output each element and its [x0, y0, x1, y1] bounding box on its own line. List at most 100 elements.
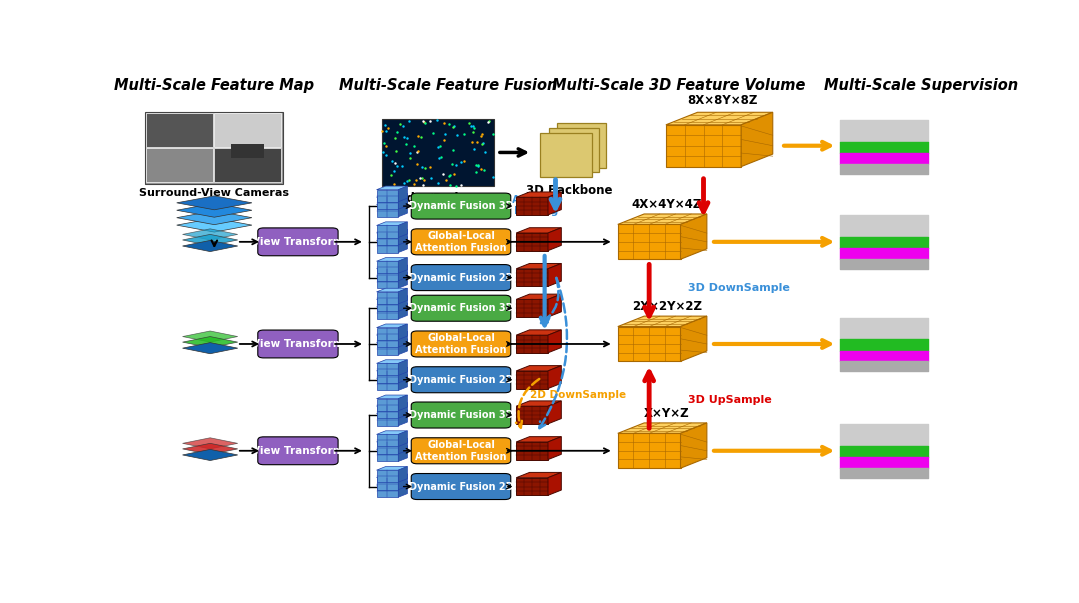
Polygon shape [516, 192, 561, 197]
Polygon shape [618, 316, 707, 327]
Polygon shape [398, 265, 408, 281]
Polygon shape [398, 410, 408, 426]
Text: X×Y×Z: X×Y×Z [644, 407, 689, 420]
FancyBboxPatch shape [411, 295, 510, 321]
Polygon shape [377, 226, 398, 238]
Polygon shape [398, 482, 408, 497]
Polygon shape [377, 467, 408, 470]
Polygon shape [377, 434, 398, 446]
Polygon shape [398, 446, 408, 461]
FancyBboxPatch shape [411, 193, 510, 219]
Polygon shape [377, 327, 398, 339]
Text: Multi-Scale Supervision: Multi-Scale Supervision [824, 78, 1017, 93]
Polygon shape [516, 365, 561, 371]
FancyBboxPatch shape [411, 229, 510, 255]
FancyBboxPatch shape [382, 119, 494, 186]
Polygon shape [182, 336, 237, 348]
FancyBboxPatch shape [146, 113, 213, 147]
Polygon shape [182, 449, 237, 461]
Polygon shape [177, 210, 252, 225]
Polygon shape [377, 399, 398, 411]
Text: Global-Local
Attention Fusion: Global-Local Attention Fusion [415, 333, 507, 355]
Polygon shape [377, 335, 398, 347]
Polygon shape [516, 228, 561, 233]
Polygon shape [516, 437, 561, 442]
Text: 2X×2Y×2Z: 2X×2Y×2Z [631, 300, 701, 314]
Polygon shape [398, 257, 408, 273]
Polygon shape [377, 343, 398, 355]
FancyBboxPatch shape [258, 437, 338, 465]
Polygon shape [231, 144, 264, 158]
Polygon shape [548, 401, 561, 424]
Polygon shape [377, 438, 408, 442]
Polygon shape [398, 467, 408, 482]
FancyBboxPatch shape [411, 331, 510, 357]
Polygon shape [681, 423, 707, 468]
FancyBboxPatch shape [145, 112, 283, 184]
Polygon shape [377, 431, 408, 434]
Polygon shape [516, 335, 548, 353]
FancyBboxPatch shape [839, 318, 928, 371]
Polygon shape [516, 197, 548, 215]
Polygon shape [618, 434, 681, 468]
Polygon shape [377, 360, 408, 364]
Polygon shape [666, 112, 773, 125]
Polygon shape [681, 316, 707, 361]
Polygon shape [377, 364, 398, 376]
Polygon shape [681, 214, 707, 259]
Polygon shape [398, 201, 408, 216]
Polygon shape [377, 378, 398, 390]
Polygon shape [177, 203, 252, 217]
Polygon shape [177, 218, 252, 232]
Polygon shape [377, 201, 408, 204]
Polygon shape [377, 222, 408, 226]
FancyBboxPatch shape [557, 124, 605, 168]
Polygon shape [741, 112, 773, 166]
Polygon shape [398, 374, 408, 390]
FancyBboxPatch shape [258, 228, 338, 256]
Polygon shape [548, 437, 561, 459]
Text: 3D Backbone: 3D Backbone [527, 184, 613, 197]
FancyBboxPatch shape [549, 128, 599, 172]
Polygon shape [398, 367, 408, 383]
Polygon shape [182, 343, 237, 354]
Polygon shape [398, 229, 408, 245]
Text: Average
Pooling: Average Pooling [513, 195, 560, 216]
Polygon shape [377, 307, 398, 319]
Polygon shape [377, 204, 398, 216]
Polygon shape [377, 273, 408, 276]
Polygon shape [377, 485, 398, 497]
Polygon shape [548, 192, 561, 215]
FancyBboxPatch shape [411, 367, 510, 393]
FancyBboxPatch shape [541, 133, 592, 177]
Polygon shape [516, 472, 561, 478]
Polygon shape [182, 235, 237, 245]
Polygon shape [618, 423, 707, 434]
Text: Lidar/Radars: Lidar/Radars [396, 192, 480, 204]
Text: 3D DownSample: 3D DownSample [687, 283, 790, 293]
Polygon shape [377, 482, 408, 485]
Polygon shape [516, 401, 561, 406]
Polygon shape [377, 374, 408, 378]
FancyBboxPatch shape [258, 330, 338, 358]
Polygon shape [618, 327, 681, 361]
Polygon shape [377, 241, 398, 253]
Polygon shape [377, 269, 398, 281]
Polygon shape [377, 197, 398, 209]
FancyBboxPatch shape [411, 402, 510, 428]
Text: View Transform: View Transform [252, 237, 344, 247]
Text: View Transform: View Transform [252, 446, 344, 456]
Polygon shape [177, 196, 252, 210]
Polygon shape [377, 339, 408, 343]
Polygon shape [548, 330, 561, 353]
Polygon shape [377, 265, 408, 269]
Polygon shape [377, 410, 408, 414]
Polygon shape [516, 294, 561, 300]
Polygon shape [377, 332, 408, 335]
Text: Global-Local
Attention Fusion: Global-Local Attention Fusion [415, 440, 507, 461]
Polygon shape [398, 403, 408, 418]
Polygon shape [398, 339, 408, 355]
Polygon shape [377, 299, 398, 311]
Polygon shape [377, 442, 398, 454]
Polygon shape [377, 257, 408, 261]
